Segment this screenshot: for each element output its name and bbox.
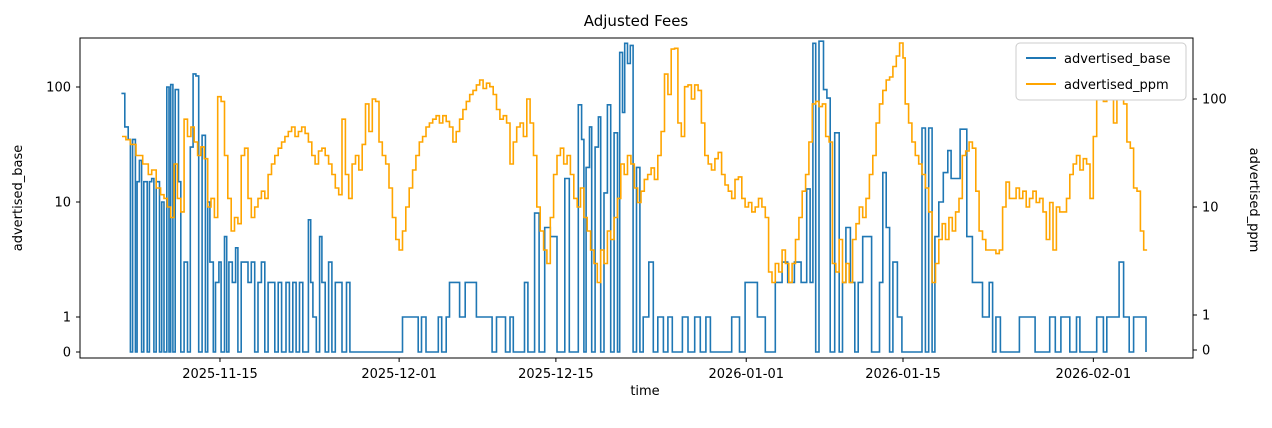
y-tick-label-right: 10 bbox=[1202, 201, 1219, 216]
ticks-layer: 2025-11-15 2025-12-01 2025-12-15 2026-01-01… bbox=[46, 81, 1227, 383]
x-tick-label: 2025-12-15 bbox=[518, 367, 594, 382]
x-axis-label: time bbox=[630, 384, 659, 399]
y-axis-label-left: advertised_base bbox=[11, 145, 26, 251]
x-tick-label: 2026-01-01 bbox=[708, 367, 784, 382]
series-layer bbox=[121, 40, 1148, 353]
y-tick-label-left: 0 bbox=[63, 346, 71, 361]
legend-label-advertised-base: advertised_base bbox=[1064, 52, 1170, 67]
x-tick-label: 2026-01-15 bbox=[865, 367, 941, 382]
legend: advertised_base advertised_ppm bbox=[1015, 42, 1187, 101]
x-tick-label: 2026-02-01 bbox=[1056, 367, 1132, 382]
y-axis-label-right: advertised_ppm bbox=[1246, 148, 1261, 253]
legend-box bbox=[1015, 42, 1187, 101]
y-tick-label-right: 100 bbox=[1202, 93, 1227, 108]
x-tick-label: 2025-11-15 bbox=[182, 367, 258, 382]
plot-frame bbox=[79, 37, 1194, 359]
series-line-advertised_ppm bbox=[122, 42, 1148, 284]
legend-label-advertised-ppm: advertised_ppm bbox=[1064, 78, 1169, 93]
y-tick-label-left: 1 bbox=[63, 311, 71, 326]
y-tick-label-right: 1 bbox=[1202, 309, 1210, 324]
y-tick-label-left: 100 bbox=[46, 81, 71, 96]
y-tick-label-left: 10 bbox=[54, 196, 71, 211]
y-tick-label-right: 0 bbox=[1202, 344, 1210, 359]
series-line-advertised_base bbox=[121, 40, 1147, 353]
chart-title: Adjusted Fees bbox=[584, 12, 689, 30]
x-tick-label: 2025-12-01 bbox=[361, 367, 437, 382]
